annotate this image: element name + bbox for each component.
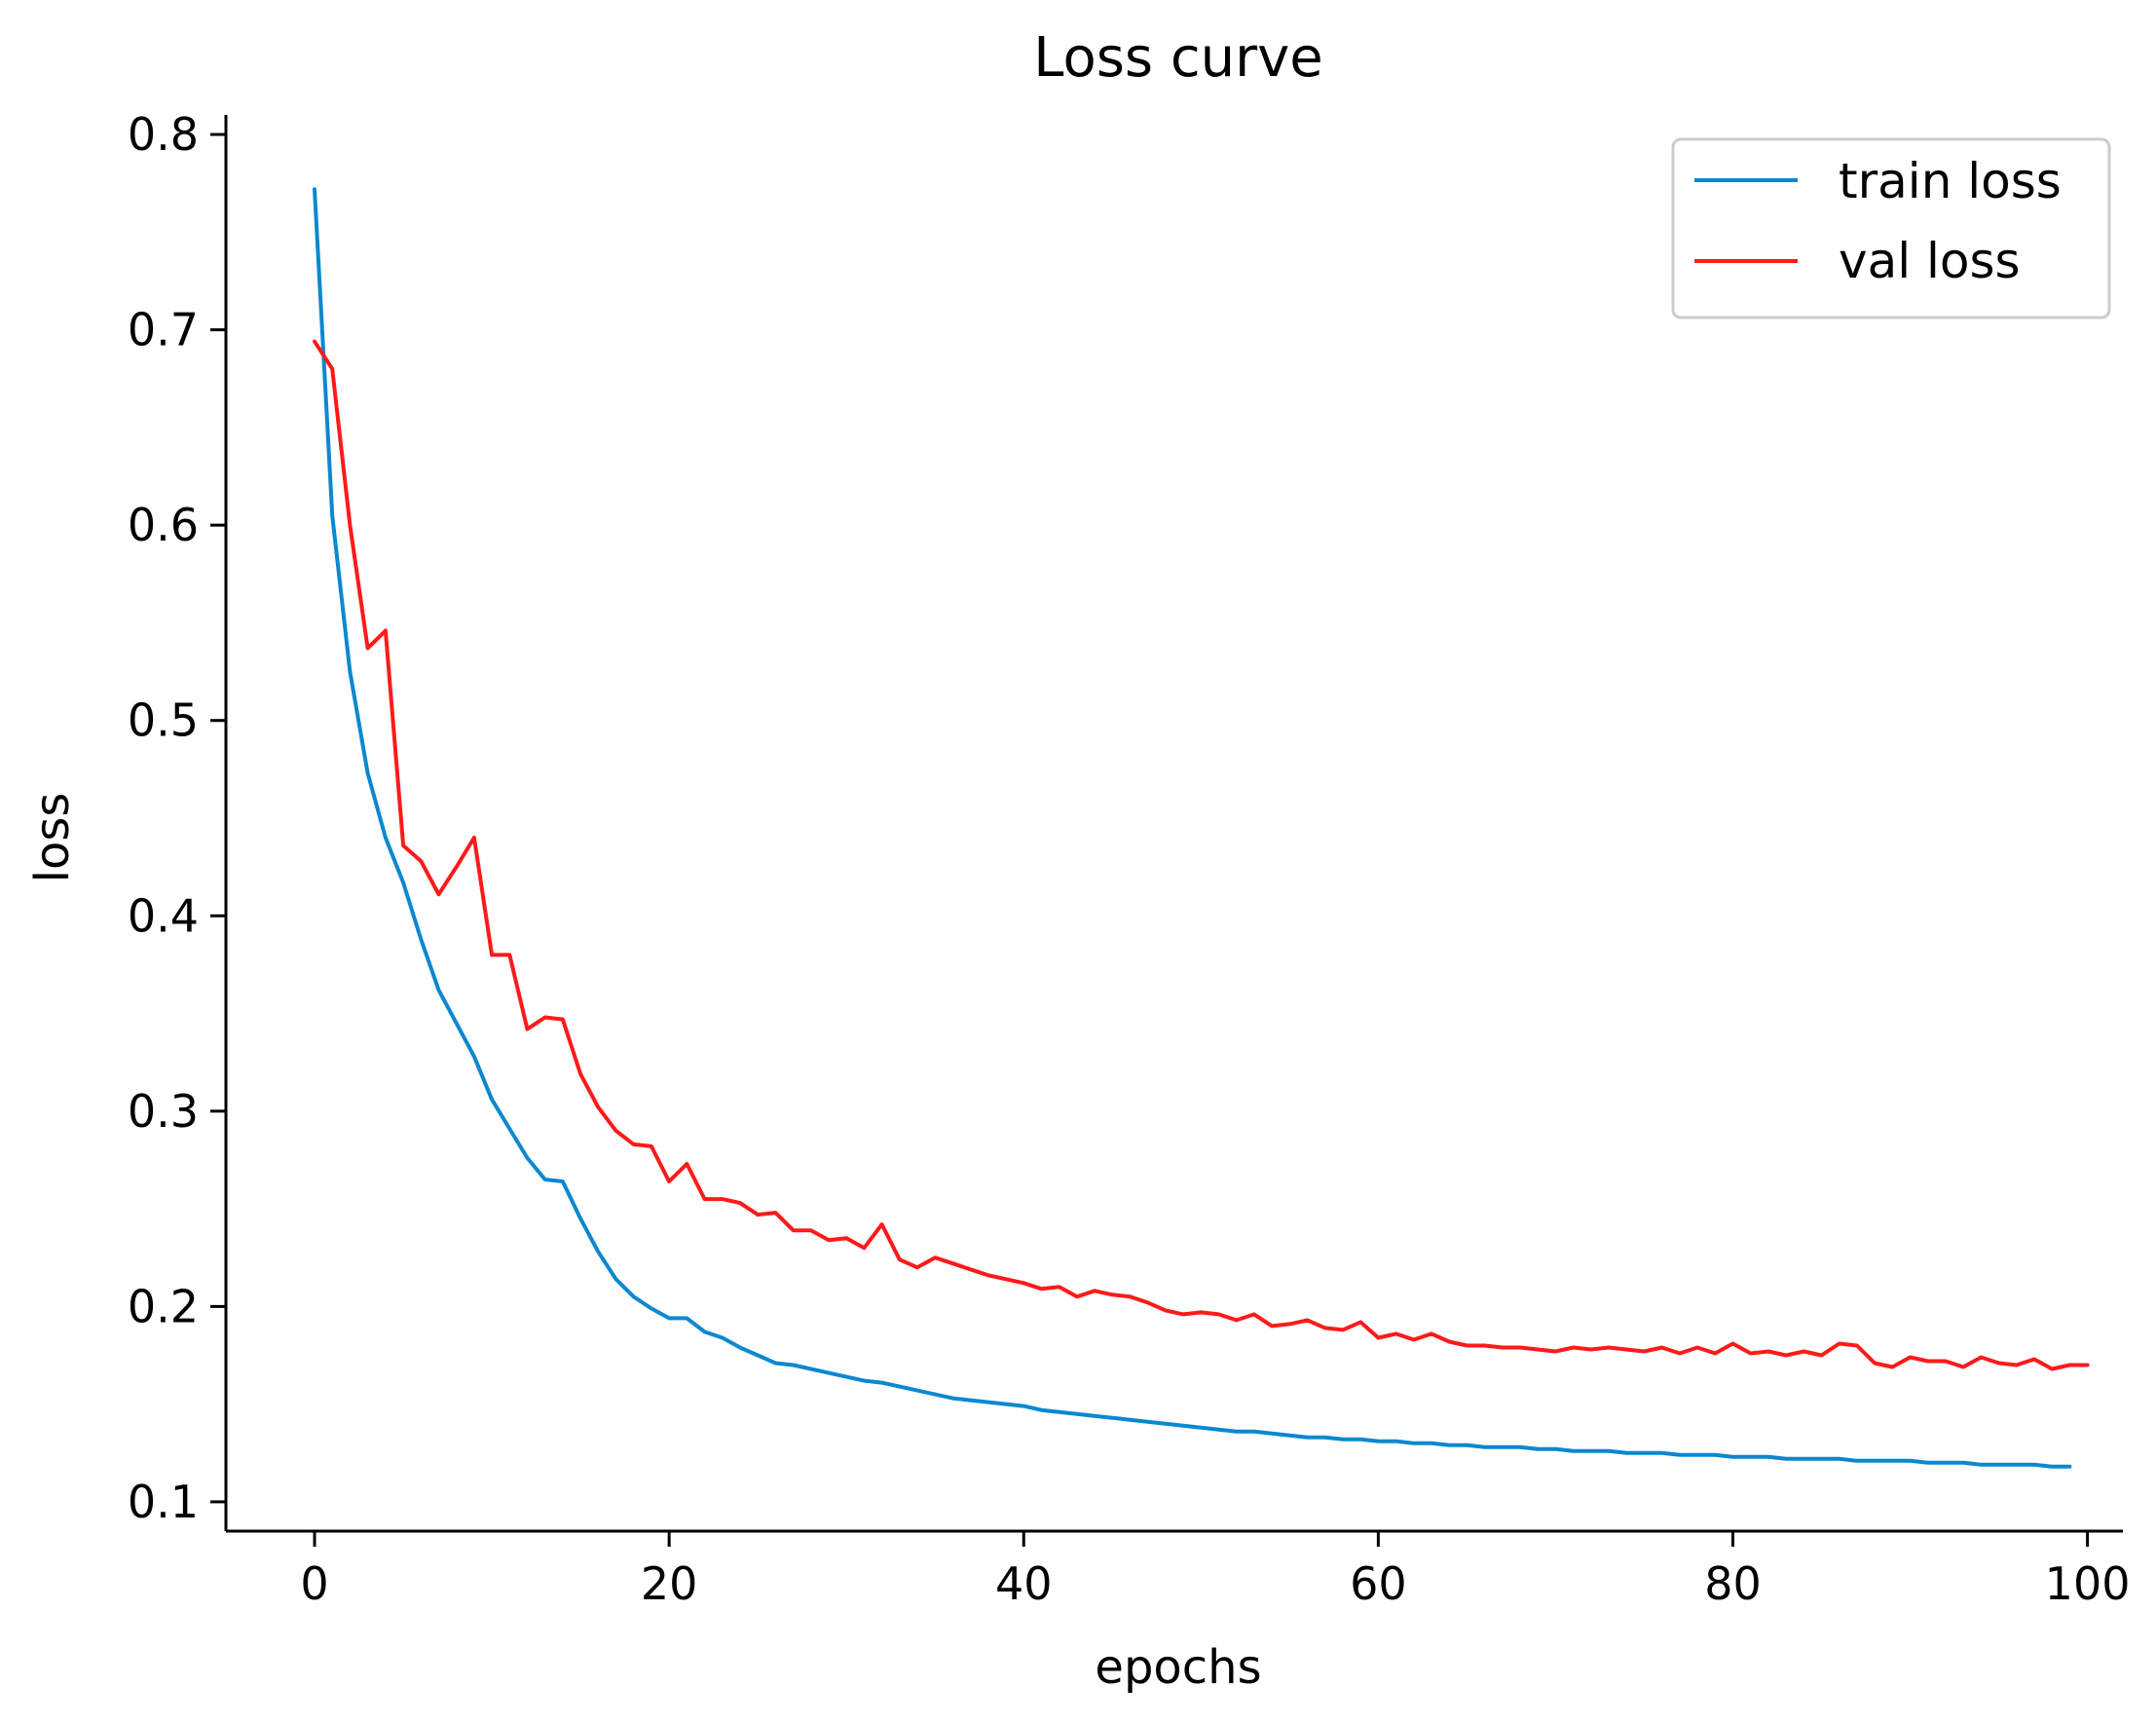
x-axis-label: epochs [1095, 1640, 1261, 1695]
y-tick-label: 0.2 [128, 1280, 199, 1332]
y-tick-label: 0.1 [128, 1476, 199, 1528]
x-tick-label: 0 [300, 1557, 328, 1610]
y-ticks: 0.1 0.2 0.3 0.4 0.5 0.6 0.7 0.8 [128, 108, 226, 1528]
axes [224, 115, 2123, 1533]
x-tick-label: 20 [641, 1557, 698, 1610]
x-ticks: 0 20 40 60 80 100 [300, 1531, 2130, 1610]
x-tick-label: 100 [2045, 1557, 2131, 1610]
chart-title: Loss curve [1033, 26, 1323, 90]
legend-label-val-loss: val loss [1839, 233, 2021, 289]
series-line-train-loss [313, 187, 2072, 1469]
y-tick-label: 0.4 [128, 889, 199, 942]
legend-box [1671, 137, 2111, 319]
y-axis-label: loss [25, 793, 80, 883]
x-tick-label: 60 [1350, 1557, 1407, 1610]
x-tick-label: 80 [1704, 1557, 1762, 1610]
y-tick-label: 0.7 [128, 304, 199, 356]
y-tick-label: 0.3 [128, 1085, 199, 1138]
y-tick-label: 0.6 [128, 499, 199, 551]
y-tick-label: 0.5 [128, 694, 199, 747]
x-tick-label: 40 [995, 1557, 1053, 1610]
legend: train loss val loss [1671, 137, 2111, 319]
legend-label-train-loss: train loss [1839, 153, 2062, 209]
series-line-val-loss [313, 339, 2090, 1371]
y-tick-label: 0.8 [128, 108, 199, 161]
series-lines [313, 187, 2090, 1469]
